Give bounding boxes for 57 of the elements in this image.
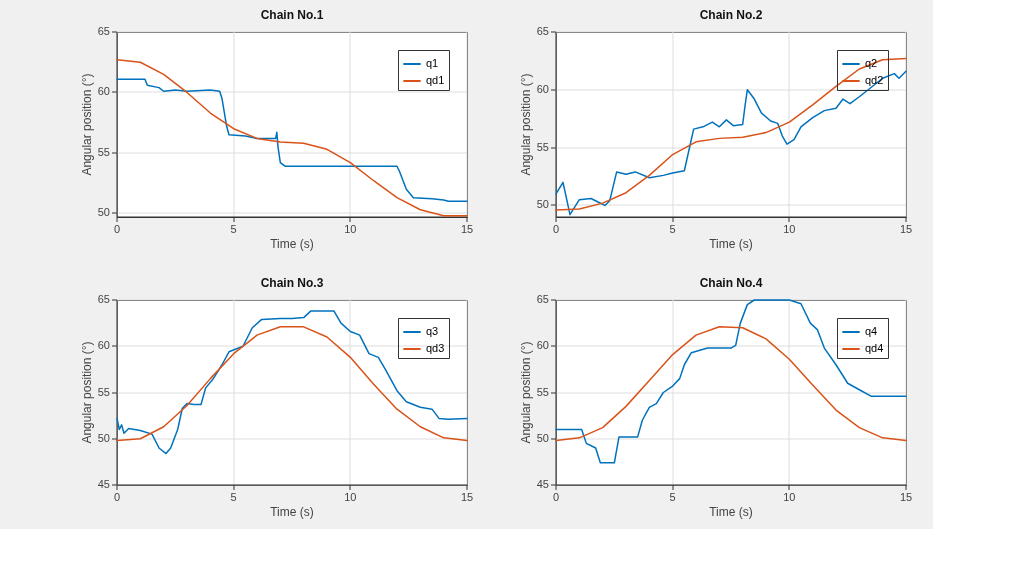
legend-label: q3 <box>426 325 439 337</box>
x-tick-label: 15 <box>899 491 913 503</box>
x-axis-title: Time (s) <box>270 237 314 251</box>
chart-title: Chain No.1 <box>260 8 324 22</box>
x-tick-label: 5 <box>230 223 237 235</box>
x-tick-label: 15 <box>460 491 474 503</box>
x-tick-label: 0 <box>113 223 121 235</box>
y-tick-label: 60 <box>536 82 549 95</box>
x-tick-label: 0 <box>113 491 121 503</box>
legend-label: qd4 <box>865 342 884 354</box>
y-axis-title: Angular position (°) <box>79 73 94 176</box>
y-axis-title: Angular position (°) <box>79 341 94 444</box>
y-tick-label: 45 <box>536 478 549 490</box>
x-tick-label: 10 <box>783 223 796 235</box>
x-tick-label: 0 <box>552 223 560 235</box>
y-tick-label: 65 <box>97 25 110 37</box>
x-tick-label: 5 <box>230 491 237 503</box>
chart-title: Chain No.4 <box>699 276 763 290</box>
y-tick-label: 50 <box>97 431 110 444</box>
y-tick-label: 55 <box>536 140 549 153</box>
x-axis-title: Time (s) <box>709 505 753 519</box>
y-tick-label: 55 <box>97 385 110 398</box>
legend-label: q1 <box>426 57 439 69</box>
x-tick-label: 0 <box>552 491 560 503</box>
line-series <box>116 78 468 203</box>
x-tick-label: 10 <box>344 223 357 235</box>
x-tick-label: 10 <box>783 491 796 503</box>
y-tick-label: 50 <box>536 431 549 444</box>
y-tick-label: 60 <box>536 339 549 352</box>
y-tick-label: 50 <box>97 206 110 219</box>
y-tick-label: 50 <box>536 198 549 211</box>
x-axis-title: Time (s) <box>270 505 314 519</box>
x-tick-label: 15 <box>899 223 913 235</box>
line-series <box>116 326 468 442</box>
x-tick-label: 5 <box>669 223 676 235</box>
y-axis-title: Angular position (°) <box>518 73 533 176</box>
x-tick-label: 15 <box>460 223 474 235</box>
chart-title: Chain No.3 <box>260 276 324 290</box>
legend-label: q4 <box>865 325 878 337</box>
line-series <box>555 326 907 442</box>
x-axis-title: Time (s) <box>709 237 753 251</box>
y-tick-label: 65 <box>97 293 110 305</box>
y-axis-title: Angular position (°) <box>518 341 533 444</box>
y-tick-label: 65 <box>536 293 549 305</box>
y-tick-label: 55 <box>536 385 549 398</box>
y-tick-label: 60 <box>97 339 110 352</box>
chart-title: Chain No.2 <box>699 8 763 22</box>
x-tick-label: 5 <box>669 491 676 503</box>
legend-label: qd1 <box>426 74 445 86</box>
x-tick-label: 10 <box>344 491 357 503</box>
y-tick-label: 65 <box>536 25 549 37</box>
line-series <box>116 310 468 455</box>
y-tick-label: 55 <box>97 145 110 158</box>
y-tick-label: 60 <box>97 85 110 98</box>
y-tick-label: 45 <box>97 478 110 490</box>
legend-label: qd2 <box>865 74 884 86</box>
legend-label: qd3 <box>426 342 445 354</box>
